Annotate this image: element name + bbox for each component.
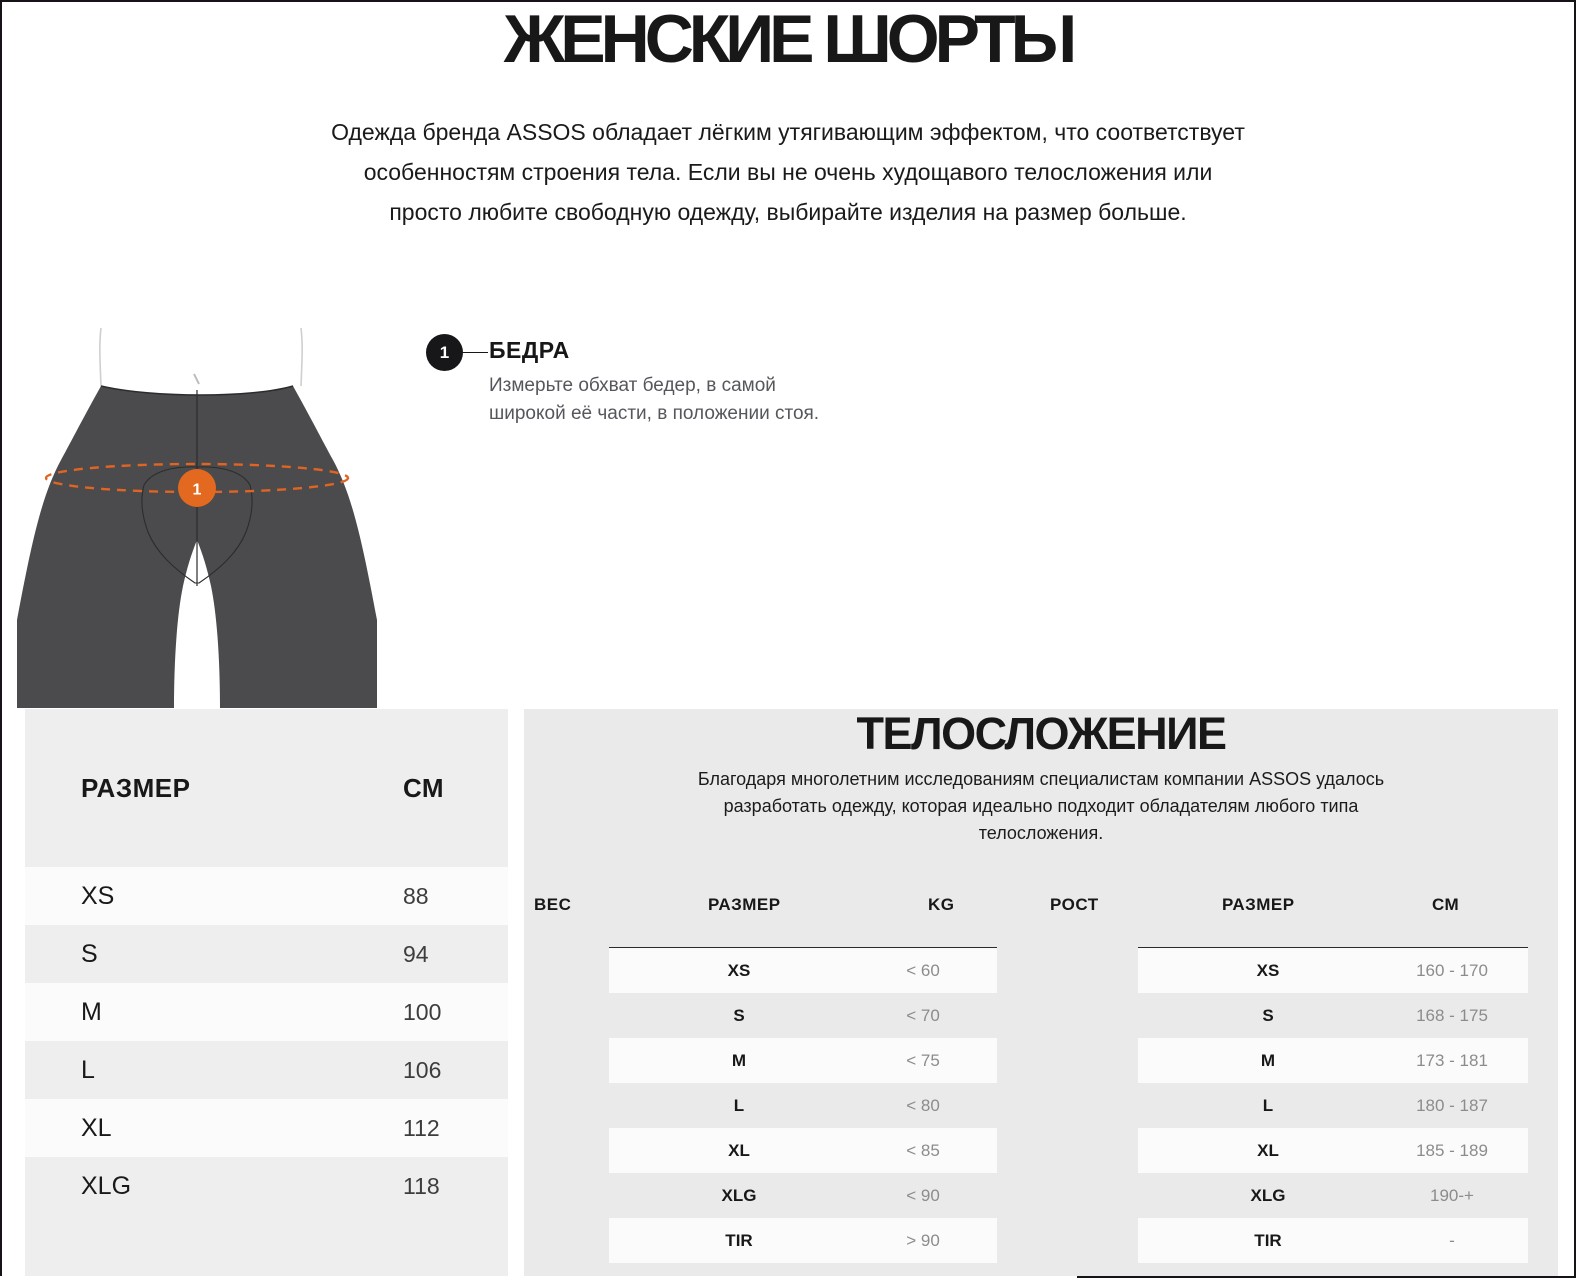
svg-text:1: 1 bbox=[193, 482, 202, 499]
